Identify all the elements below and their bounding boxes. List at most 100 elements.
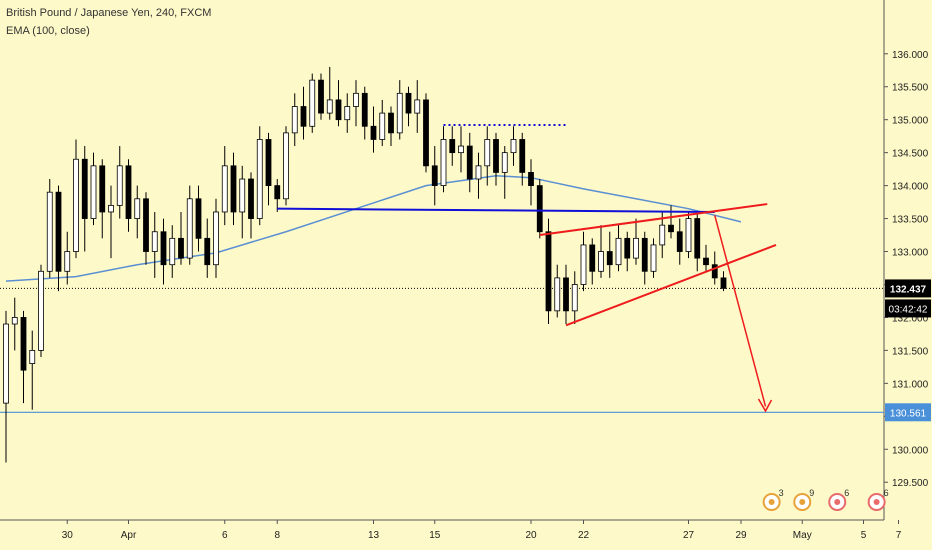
event-count: 6 — [884, 488, 889, 498]
candle-body[interactable] — [344, 106, 351, 121]
time-tick-label: 6 — [222, 530, 228, 541]
candle-body[interactable] — [694, 218, 701, 259]
candle-body[interactable] — [361, 92, 368, 127]
candle-body[interactable] — [353, 92, 359, 107]
candle-body[interactable] — [571, 284, 578, 312]
candle-body[interactable] — [221, 165, 228, 213]
candle-body[interactable] — [81, 158, 88, 219]
candle-body[interactable] — [230, 165, 237, 213]
candle-body[interactable] — [160, 231, 167, 266]
candle-body[interactable] — [195, 198, 202, 239]
candle-body[interactable] — [326, 99, 333, 114]
candle-body[interactable] — [624, 237, 631, 259]
candle-body[interactable] — [388, 112, 394, 134]
candle-body[interactable] — [151, 231, 158, 252]
candle-body[interactable] — [3, 323, 9, 404]
candle-body[interactable] — [580, 244, 587, 285]
candle-body[interactable] — [668, 224, 674, 233]
last-price-tag — [885, 279, 931, 298]
candle-body[interactable] — [108, 204, 114, 213]
candle-body[interactable] — [493, 139, 499, 173]
candle-body[interactable] — [38, 270, 44, 351]
candle-body[interactable] — [116, 165, 123, 206]
candle-body[interactable] — [589, 244, 596, 272]
candle-body[interactable] — [318, 79, 324, 114]
candle-body[interactable] — [213, 211, 219, 266]
event-dot — [873, 499, 880, 505]
candle-body[interactable] — [650, 244, 657, 272]
candle-body[interactable] — [606, 251, 613, 266]
candle-body[interactable] — [458, 145, 464, 154]
candle-body[interactable] — [370, 125, 377, 140]
candle-body[interactable] — [204, 237, 211, 266]
candle-body[interactable] — [256, 139, 263, 219]
candle-body[interactable] — [73, 158, 79, 252]
candle-body[interactable] — [676, 231, 683, 252]
candle-body[interactable] — [641, 237, 648, 272]
support-trendline[interactable] — [277, 207, 715, 213]
candle-body[interactable] — [659, 224, 666, 246]
event-count: 9 — [809, 488, 814, 498]
price-tick-label: 135.500 — [892, 83, 929, 94]
candle-body[interactable] — [466, 145, 473, 180]
candle-body[interactable] — [440, 139, 447, 187]
candle-body[interactable] — [554, 277, 561, 312]
candle-body[interactable] — [283, 132, 289, 200]
candle-body[interactable] — [563, 277, 569, 312]
candle-body[interactable] — [99, 165, 106, 213]
candle-body[interactable] — [20, 317, 27, 371]
candle-body[interactable] — [64, 251, 71, 272]
candle-body[interactable] — [396, 92, 403, 134]
candle-body[interactable] — [55, 191, 62, 272]
ema-indicator-label[interactable]: EMA (100, close) — [6, 25, 90, 37]
candle-body[interactable] — [300, 106, 307, 127]
candle-body[interactable] — [169, 237, 176, 266]
candle-body[interactable] — [711, 264, 718, 279]
candle-body[interactable] — [615, 237, 622, 266]
candle-body[interactable] — [545, 231, 552, 312]
chart-title: British Pound / Japanese Yen, 240, FXCM — [6, 7, 212, 19]
candle-body[interactable] — [143, 198, 149, 252]
candle-body[interactable] — [379, 112, 386, 140]
candle-body[interactable] — [274, 185, 281, 200]
time-tick-label: Apr — [121, 530, 137, 541]
candle-body[interactable] — [46, 191, 53, 272]
candle-body[interactable] — [528, 172, 534, 187]
candle-body[interactable] — [239, 178, 246, 213]
candle-body[interactable] — [29, 349, 36, 364]
wedge-lower-line[interactable] — [565, 243, 777, 327]
candle-body[interactable] — [291, 106, 298, 134]
candle-body[interactable] — [309, 79, 316, 127]
candle-body[interactable] — [703, 257, 709, 266]
candle-body[interactable] — [431, 165, 438, 187]
candle-body[interactable] — [449, 139, 456, 154]
candle-body[interactable] — [405, 92, 412, 114]
candle-body[interactable] — [134, 198, 141, 219]
candle-body[interactable] — [519, 139, 526, 173]
candle-body[interactable] — [90, 165, 97, 219]
candle-body[interactable] — [248, 178, 254, 219]
candle-body[interactable] — [536, 185, 543, 233]
candle-body[interactable] — [414, 99, 421, 114]
ema-line[interactable] — [5, 174, 742, 282]
price-tick-label: 131.500 — [892, 346, 929, 357]
candle-body[interactable] — [484, 139, 491, 167]
projection-arrow-line[interactable] — [714, 215, 767, 407]
candle-body[interactable] — [501, 152, 508, 173]
candle-body[interactable] — [178, 237, 184, 259]
candle-body[interactable] — [510, 139, 517, 154]
candle-body[interactable] — [633, 237, 639, 259]
candle-body[interactable] — [335, 99, 342, 121]
wedge-upper-line[interactable] — [539, 203, 768, 237]
candle-body[interactable] — [598, 251, 604, 272]
candle-body[interactable] — [475, 165, 482, 180]
candle-body[interactable] — [186, 198, 193, 259]
candle-body[interactable] — [685, 218, 692, 252]
candle-body[interactable] — [423, 99, 429, 167]
candle-body[interactable] — [125, 165, 132, 219]
candle-body[interactable] — [265, 139, 272, 187]
candle-body[interactable] — [720, 277, 727, 289]
candle-body[interactable] — [11, 317, 18, 325]
